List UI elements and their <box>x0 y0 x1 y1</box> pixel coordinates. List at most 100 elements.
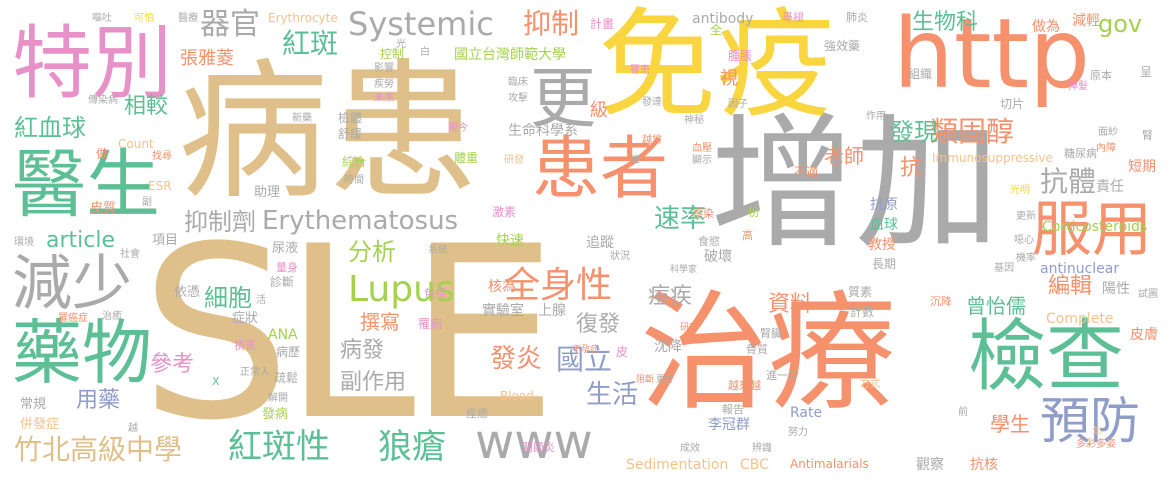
word: 報告 <box>722 403 744 416</box>
word: 老師 <box>824 144 864 168</box>
word: 光 <box>396 39 406 50</box>
word: 檢體 <box>338 111 363 125</box>
word: 方式 <box>860 379 880 390</box>
word: 服用 <box>1032 195 1152 265</box>
word: 快速 <box>496 233 524 249</box>
word: 罹患 <box>630 65 650 76</box>
word: 皮質 <box>90 201 117 216</box>
word: 項目 <box>152 233 179 248</box>
word: 越 <box>128 423 138 434</box>
word: 包括 <box>424 287 446 300</box>
word: 抑制劑 <box>184 208 256 236</box>
word: 全身性 <box>504 265 613 306</box>
word: 系統 <box>428 245 448 256</box>
word: 紅血球 <box>14 114 86 142</box>
word: Blood <box>500 389 534 403</box>
word: 不孕症 <box>572 345 600 355</box>
word: 皮膚 <box>1130 327 1158 343</box>
word: 減少 <box>12 249 132 319</box>
word: Erythrocyte <box>268 11 338 25</box>
word: 更 <box>530 60 596 137</box>
word: 用藥 <box>76 388 121 413</box>
word: 時間 <box>344 175 364 186</box>
word: 內障 <box>1096 143 1116 154</box>
word: 成效 <box>680 443 700 454</box>
word: 尿液 <box>272 241 299 256</box>
word: 光明 <box>1010 185 1030 196</box>
word: 資料 <box>768 292 813 317</box>
word: 抗 <box>900 156 923 181</box>
word: 核為 <box>488 279 516 295</box>
word: 上腺 <box>538 303 566 319</box>
word: 食慾 <box>698 235 720 248</box>
word: 細胞 <box>204 284 252 312</box>
word: 教授 <box>868 237 896 253</box>
word: 增加 <box>710 100 1000 269</box>
word: 痊癒 <box>466 407 488 420</box>
word: 未來 <box>374 93 394 104</box>
word: 患者 <box>532 130 669 209</box>
word: CBC <box>740 457 769 473</box>
word: 尋褪 <box>782 11 804 24</box>
word: Sedimentation <box>626 457 729 473</box>
word: 狼瘡 <box>378 427 446 467</box>
word: 計數 <box>850 305 875 319</box>
word: 正常人 <box>240 367 270 378</box>
word: 生活 <box>586 380 639 410</box>
word: 參考 <box>150 352 195 377</box>
word: 罹病 <box>418 317 443 331</box>
word: 糖尿病 <box>1064 147 1097 160</box>
word: 生命科學系 <box>508 123 578 139</box>
word: 李冠群 <box>708 417 750 433</box>
word: 特別 <box>12 17 172 110</box>
word: 研究 <box>680 323 699 333</box>
word: 張雅菱 <box>180 48 234 69</box>
word: 撰寫 <box>360 310 400 334</box>
word: 嘔吐 <box>92 13 112 24</box>
word: 皮 <box>616 345 629 359</box>
word: 高 <box>742 229 753 242</box>
word: 常規 <box>20 397 47 412</box>
word: 攻擊 <box>508 93 528 104</box>
word: 國立 <box>556 343 613 376</box>
word: 環境 <box>14 237 34 248</box>
word: 速率 <box>654 204 707 234</box>
word: 因子 <box>728 99 748 110</box>
word: www <box>475 414 593 470</box>
word: 編輯 <box>1048 274 1093 299</box>
word: 破壞 <box>704 249 732 265</box>
word: 藥物 <box>12 312 152 394</box>
word: 相較 <box>124 94 169 119</box>
word: 類固醇 <box>930 115 1015 148</box>
word: 原本 <box>1090 69 1112 82</box>
word: antibody <box>692 11 754 27</box>
word: 追蹤 <box>586 235 614 251</box>
word: 副作用 <box>340 370 407 395</box>
word: 醫生 <box>12 142 160 228</box>
word: 更好 <box>656 375 675 385</box>
word: gov <box>1098 10 1143 38</box>
word: Complete <box>1046 311 1114 327</box>
word: 陽性 <box>1102 281 1130 297</box>
word: 年 <box>1092 427 1102 438</box>
word: 發病 <box>262 407 289 422</box>
word: 疏鬆 <box>274 371 299 385</box>
word: 併發症 <box>20 417 60 432</box>
word: 掉髮 <box>1068 81 1088 92</box>
word: 抗核 <box>970 457 998 473</box>
word: 醫療 <box>178 13 198 24</box>
word: 切片 <box>1000 97 1025 111</box>
word: 顯示 <box>692 155 712 166</box>
word: 做 <box>96 147 109 161</box>
word: 活 <box>256 295 266 306</box>
word: 骨質 <box>746 343 768 356</box>
word: 觀察 <box>916 457 944 473</box>
word: 短期 <box>1128 159 1156 175</box>
word: 復發 <box>576 312 621 337</box>
word: 找尋 <box>152 151 172 162</box>
word: 努力 <box>788 427 808 438</box>
word: antinuclear <box>1040 261 1120 277</box>
word: 前 <box>958 407 968 418</box>
word: 沉降 <box>930 295 952 308</box>
word: 責任 <box>1096 179 1124 195</box>
